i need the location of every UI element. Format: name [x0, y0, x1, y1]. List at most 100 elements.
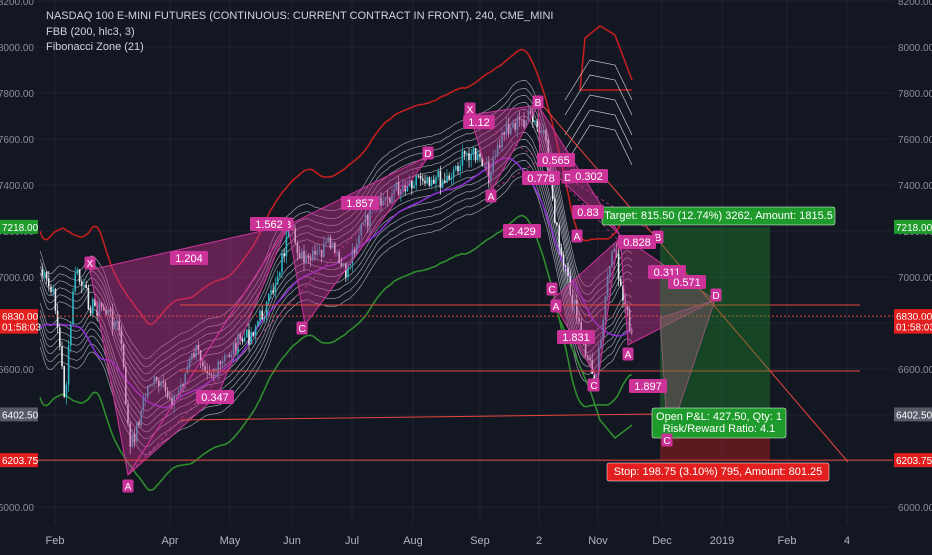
candle-body	[415, 175, 417, 186]
candle-body	[446, 175, 448, 183]
candle-body	[105, 310, 107, 315]
x-tick-label: Aug	[403, 535, 423, 547]
y-axis: 6000.006000.006200.006200.006400.006400.…	[0, 0, 932, 514]
candle-body	[397, 182, 400, 196]
pattern-abc-1	[127, 224, 289, 476]
ratio-box	[629, 379, 667, 393]
candle-body	[177, 390, 180, 396]
candle-body	[571, 294, 574, 306]
fbb-upper-projection	[579, 25, 633, 91]
candle-body	[543, 129, 545, 132]
candle-body	[230, 354, 233, 358]
candle-body	[351, 249, 354, 264]
ratio-label: 1.204	[175, 253, 203, 265]
candle-body	[65, 384, 68, 398]
pattern-point-box	[571, 229, 583, 243]
candle-body	[512, 122, 514, 128]
stop-label[interactable]: Stop: 198.75 (3.10%) 795, Amount: 801.25	[606, 462, 830, 482]
candle-body	[611, 251, 613, 266]
candle-body	[54, 288, 57, 311]
candle-body	[503, 132, 505, 135]
y-tick-label-right: 6600.00	[898, 365, 932, 376]
candle-body	[111, 311, 114, 329]
fbb-bands	[39, 25, 633, 492]
target-zone[interactable]	[660, 226, 770, 415]
candle-body	[450, 177, 453, 180]
candle-body	[252, 332, 255, 336]
candle-body	[199, 350, 202, 362]
pattern-point-box	[296, 321, 308, 335]
candle-body	[386, 197, 389, 199]
candle-body	[470, 154, 472, 161]
pattern-point-box	[622, 347, 634, 361]
candle-body	[492, 156, 494, 173]
candle-body	[514, 122, 516, 130]
candle-body	[74, 273, 76, 292]
candle-body	[239, 334, 241, 340]
candle-body	[419, 175, 422, 179]
pattern-point-label: D	[712, 291, 719, 302]
pattern-point-label: A	[125, 482, 132, 493]
indicator-fib-zone[interactable]: Fibonacci Zone (21)	[46, 41, 144, 53]
price-tag-label-right: 6203.75	[896, 456, 932, 467]
price-tag-label-left: 01:58:03	[2, 323, 41, 334]
candle-body	[444, 180, 446, 183]
fbb-lower-projection	[559, 319, 633, 440]
pattern-point-label: B	[535, 98, 542, 109]
candle-body	[501, 132, 503, 148]
candle-body	[534, 120, 536, 122]
ratio-label: 1.857	[346, 198, 374, 210]
candle-body	[283, 253, 285, 257]
candle-body	[274, 284, 277, 293]
x-tick-label: Dec	[652, 535, 672, 547]
candle-body	[327, 237, 329, 243]
target-label[interactable]: Target: 815.50 (12.74%) 3262, Amount: 18…	[601, 206, 836, 226]
candle-body	[613, 248, 615, 252]
candle-body	[204, 366, 206, 371]
candle-body	[488, 162, 490, 182]
candle-body	[437, 170, 439, 178]
candle-body	[237, 334, 239, 353]
pattern-ratio-line	[89, 224, 289, 271]
x-tick-label: Jul	[345, 535, 359, 547]
candle-body	[250, 332, 252, 345]
candle-body	[395, 182, 398, 190]
candle-body	[538, 126, 541, 132]
candle-body	[59, 327, 61, 347]
stop-label-text: Stop: 198.75 (3.10%) 795, Amount: 801.25	[614, 466, 823, 478]
candle-body	[620, 279, 622, 286]
fbb-inner-projection	[564, 59, 633, 101]
ratio-label: 0.83	[577, 207, 598, 219]
candle-body	[428, 177, 431, 186]
candle-body	[149, 384, 151, 386]
y-tick-label-left: 8000.00	[0, 43, 34, 54]
candle-body	[457, 166, 459, 172]
ratio-box	[537, 153, 575, 167]
ratio-label: 0.778	[527, 173, 555, 185]
x-tick-label: Feb	[46, 535, 65, 547]
candle-body	[129, 423, 131, 447]
candle-body	[166, 390, 169, 398]
candle-body	[180, 384, 182, 391]
price-tag-label-right: 6830.00	[896, 312, 932, 323]
indicator-fbb[interactable]: FBB (200, hlc3, 3)	[46, 25, 135, 38]
pattern-point-box	[546, 282, 558, 296]
candle-body	[127, 404, 129, 424]
candle-body	[164, 382, 167, 391]
candle-body	[435, 177, 437, 184]
price-tag-label-right: 6402.50	[896, 410, 932, 421]
candle-body	[103, 307, 105, 311]
candle-body	[92, 299, 94, 314]
candle-body	[521, 119, 523, 121]
candle-body	[384, 197, 387, 201]
candle-body	[175, 395, 178, 397]
candle-body	[576, 299, 578, 318]
candle-body	[116, 321, 118, 323]
candle-body	[584, 338, 587, 356]
candle-body	[459, 165, 461, 172]
candle-body	[114, 322, 116, 329]
candle-body	[305, 255, 307, 263]
